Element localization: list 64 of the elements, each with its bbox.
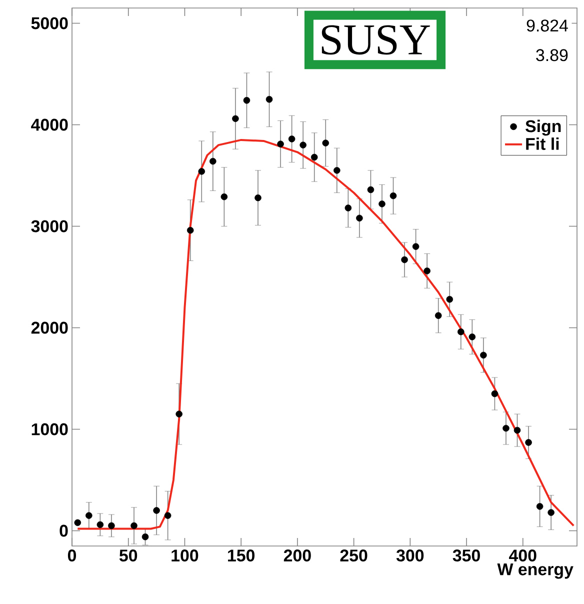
point [446, 296, 454, 303]
point [434, 312, 442, 319]
y-tick-label: 5000 [31, 17, 68, 30]
y-tick-label: 2000 [31, 322, 68, 334]
point [424, 268, 430, 274]
x-tick-label: 150 [228, 550, 255, 562]
point [176, 410, 182, 418]
point [458, 328, 464, 336]
x-axis-title: W energy [497, 564, 574, 579]
x-tick-label: 50 [119, 550, 138, 562]
point [525, 439, 532, 446]
y-tick-label: 3000 [31, 220, 68, 232]
point [277, 140, 284, 148]
y-tick-label: 1000 [32, 423, 68, 436]
point [86, 512, 92, 519]
x-tick-label: 250 [340, 550, 368, 562]
point [186, 226, 194, 234]
point [502, 424, 510, 432]
point [310, 154, 318, 161]
point [390, 192, 397, 200]
point [536, 503, 544, 510]
line-series [76, 138, 575, 530]
point [243, 96, 250, 104]
y-tick-label: 0 [60, 524, 68, 537]
x-tick-label: 200 [284, 550, 311, 562]
point [130, 522, 138, 530]
point [412, 243, 420, 250]
point [401, 256, 408, 264]
point [378, 200, 386, 208]
annotation: 9.824 [526, 20, 568, 32]
point [164, 512, 172, 519]
point [74, 519, 82, 526]
legend-label: Sign [526, 120, 561, 136]
x-tick-label: 350 [452, 550, 480, 562]
point [322, 140, 330, 146]
point [548, 509, 554, 516]
point [334, 167, 340, 174]
point [142, 533, 149, 540]
x-tick-label: 400 [509, 550, 536, 562]
point [254, 194, 262, 202]
annotation: SUSY [322, 25, 430, 55]
annotation: 3.89 [536, 49, 568, 62]
point [153, 507, 160, 514]
y-tick-label: 4000 [31, 118, 68, 131]
x-tick-label: 0 [68, 550, 76, 562]
point [514, 426, 521, 434]
point [96, 521, 104, 528]
point [367, 186, 374, 194]
point [468, 334, 476, 340]
point [491, 390, 498, 398]
point [344, 204, 352, 212]
point [356, 214, 363, 222]
legend-label: Fit li [526, 138, 559, 150]
point [232, 115, 239, 122]
point [108, 522, 115, 530]
point [288, 136, 296, 142]
point [210, 158, 216, 165]
point [220, 193, 228, 200]
x-tick-label: 100 [172, 550, 198, 562]
point [480, 352, 487, 359]
x-tick-label: 300 [396, 550, 424, 562]
point [300, 142, 306, 148]
point [198, 168, 206, 175]
point [266, 96, 273, 103]
